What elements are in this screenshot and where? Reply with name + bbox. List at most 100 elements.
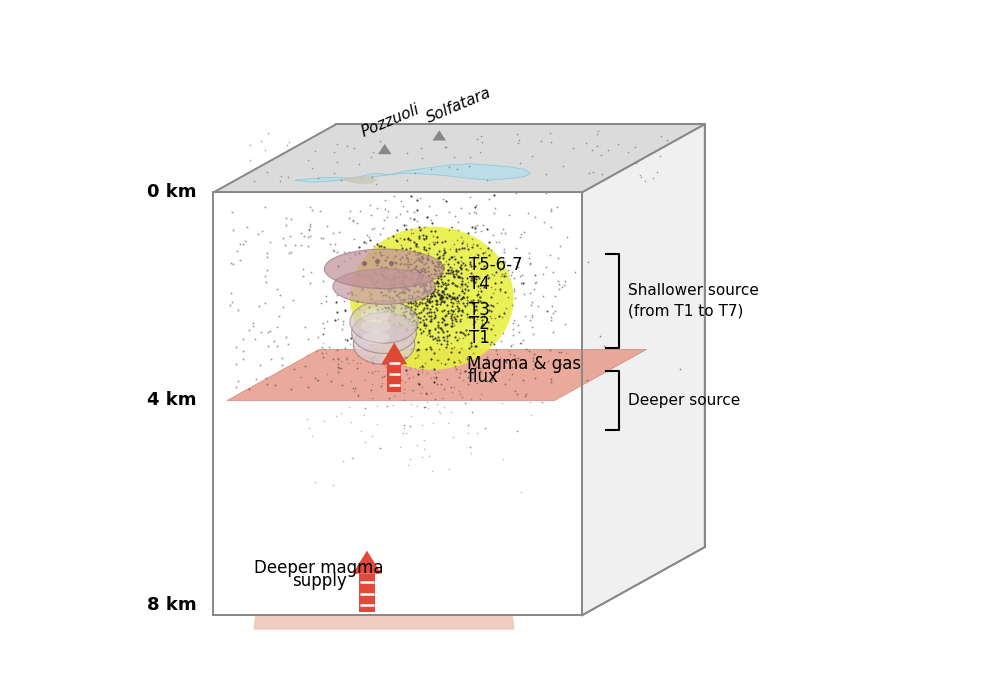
Point [454,293,470,304]
Point [421,297,437,308]
Point [310,173,326,184]
Point [449,355,465,366]
Point [525,329,541,340]
Point [262,325,278,336]
Point [480,316,496,327]
Point [394,295,410,306]
Point [386,310,402,321]
Point [352,340,368,351]
Point [259,167,275,178]
Point [542,345,558,356]
Point [304,163,320,174]
Point [326,167,342,178]
Point [363,354,379,365]
Point [450,306,466,316]
Point [430,260,446,271]
Point [383,346,399,357]
Point [445,356,461,367]
Point [412,277,428,288]
Point [356,306,372,317]
Point [411,345,427,356]
Point [509,256,525,267]
Point [446,382,462,393]
Point [451,302,467,313]
Point [401,284,417,295]
Point [414,276,430,287]
Point [385,399,401,410]
Point [271,310,287,321]
Point [395,269,411,280]
Point [439,288,455,299]
Point [316,344,332,355]
Point [434,392,450,403]
Point [359,229,375,240]
Point [410,321,426,332]
Point [455,306,471,317]
Point [438,283,454,294]
Point [278,212,294,223]
Point [394,271,410,282]
Point [352,205,368,216]
Point [439,277,455,288]
Point [293,227,309,238]
Point [359,356,375,366]
Point [364,392,380,403]
Point [470,281,486,292]
Point [452,365,468,376]
Point [392,351,408,362]
Point [395,278,411,289]
Point [337,305,353,316]
Point [421,284,437,295]
Point [345,214,361,225]
Point [315,275,331,286]
Point [343,287,359,298]
Point [423,291,439,302]
Point [457,286,473,297]
Point [403,254,419,265]
Polygon shape [344,177,376,184]
Point [337,271,353,282]
Point [545,327,561,338]
Point [449,266,465,277]
Point [378,303,394,314]
Point [325,227,341,238]
Point [316,323,332,334]
Point [449,292,465,303]
Point [423,287,439,298]
Point [230,305,246,316]
Point [382,269,398,279]
Point [412,266,428,277]
Point [309,375,325,386]
Point [427,236,443,247]
Point [443,342,459,353]
Point [429,286,445,297]
Point [413,273,429,284]
Point [380,264,396,275]
Point [355,284,371,295]
Point [557,276,573,287]
Point [421,310,437,321]
Point [523,299,539,310]
Point [368,275,384,286]
Point [412,362,428,373]
Point [406,286,422,297]
Point [488,267,504,278]
Point [379,369,395,380]
Point [369,281,385,292]
Point [515,374,531,385]
Point [495,454,511,465]
Point [447,279,463,290]
Point [383,283,399,294]
Point [423,284,439,295]
Point [445,342,461,353]
Point [372,443,388,453]
Point [388,341,404,352]
Point [376,269,392,280]
Point [349,295,365,306]
Point [420,247,436,258]
Point [456,288,472,299]
Point [421,242,437,253]
Point [429,285,445,296]
Point [380,311,396,322]
Point [433,323,449,334]
